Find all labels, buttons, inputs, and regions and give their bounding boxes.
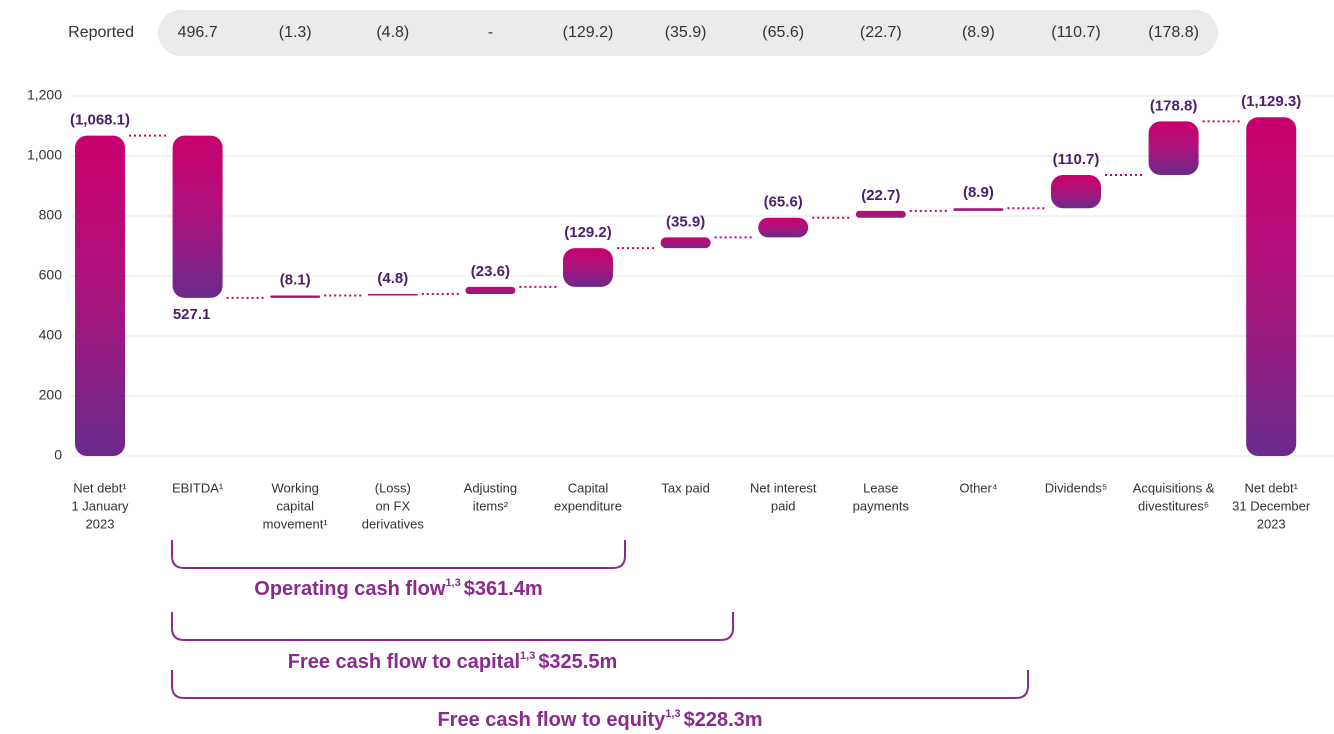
x-tick-label: derivatives bbox=[362, 516, 425, 531]
bracket bbox=[171, 540, 626, 569]
x-tick-label: Lease bbox=[863, 480, 898, 495]
x-tick-label: Net interest bbox=[750, 480, 817, 495]
reported-value: (8.9) bbox=[962, 24, 995, 41]
y-tick-label: 200 bbox=[39, 387, 63, 403]
bar bbox=[1051, 175, 1101, 209]
reported-value: (35.9) bbox=[665, 24, 707, 41]
reported-value: (4.8) bbox=[376, 24, 409, 41]
bar bbox=[75, 135, 125, 456]
bar bbox=[660, 237, 711, 249]
x-tick-label: Net debt¹ bbox=[73, 480, 127, 495]
x-tick-label: paid bbox=[771, 498, 796, 513]
x-tick-label: movement¹ bbox=[263, 516, 329, 531]
bracket-sup: 1,3 bbox=[445, 577, 460, 589]
reported-value: (110.7) bbox=[1051, 24, 1101, 41]
bracket-label: Operating cash flow1,3 $361.4m bbox=[254, 577, 542, 600]
x-tick-label: Dividends⁵ bbox=[1045, 480, 1107, 495]
bracket-amount: $325.5m bbox=[538, 651, 617, 673]
bracket bbox=[171, 612, 734, 641]
value-label: (23.6) bbox=[471, 263, 510, 280]
value-label: (22.7) bbox=[861, 187, 900, 204]
value-label: (65.6) bbox=[764, 194, 803, 211]
bar bbox=[1246, 117, 1297, 457]
value-label: (110.7) bbox=[1053, 151, 1100, 168]
x-tick-label: Working bbox=[271, 480, 318, 495]
bar bbox=[270, 295, 321, 298]
x-tick-label: Net debt¹ bbox=[1244, 480, 1298, 495]
bracket-sup: 1,3 bbox=[520, 650, 535, 662]
bar bbox=[1148, 121, 1199, 176]
x-tick-label: Adjusting bbox=[464, 480, 517, 495]
y-tick-label: 600 bbox=[39, 267, 63, 283]
x-tick-label: 31 December bbox=[1232, 498, 1311, 513]
x-tick-label: expenditure bbox=[554, 498, 622, 513]
reported-value: (65.6) bbox=[762, 24, 804, 41]
bar bbox=[855, 210, 906, 218]
reported-value: (1.3) bbox=[279, 24, 312, 41]
bar bbox=[758, 217, 809, 238]
bracket-amount: $228.3m bbox=[684, 709, 763, 731]
x-tick-label: on FX bbox=[375, 498, 410, 513]
value-label: (4.8) bbox=[377, 270, 408, 287]
bracket-text: Free cash flow to capital bbox=[288, 651, 520, 673]
bar bbox=[172, 135, 223, 298]
reported-label: Reported bbox=[68, 24, 134, 41]
value-label: (1,068.1) bbox=[70, 112, 130, 129]
x-tick-label: 1 January bbox=[71, 498, 129, 513]
reported-value: (129.2) bbox=[563, 24, 614, 41]
bar bbox=[367, 294, 418, 296]
value-label: (8.9) bbox=[963, 184, 994, 201]
bar bbox=[465, 286, 516, 294]
y-tick-label: 1,200 bbox=[27, 87, 62, 103]
bracket-amount: $361.4m bbox=[464, 578, 543, 600]
value-label: (178.8) bbox=[1150, 97, 1198, 114]
y-tick-label: 0 bbox=[54, 447, 62, 463]
bracket-text: Free cash flow to equity bbox=[437, 709, 666, 731]
value-label: (1,129.3) bbox=[1241, 93, 1301, 110]
reported-strip bbox=[158, 10, 1218, 56]
reported-value: 496.7 bbox=[178, 24, 218, 41]
x-tick-label: divestitures⁶ bbox=[1138, 498, 1209, 513]
bracket-sup: 1,3 bbox=[665, 708, 680, 720]
x-tick-label: (Loss) bbox=[375, 480, 411, 495]
value-label: (35.9) bbox=[666, 213, 705, 230]
reported-value: (22.7) bbox=[860, 24, 902, 41]
value-label: (129.2) bbox=[564, 224, 612, 241]
x-tick-label: EBITDA¹ bbox=[172, 480, 224, 495]
bracket bbox=[171, 670, 1029, 699]
x-tick-label: Tax paid bbox=[661, 480, 709, 495]
y-tick-label: 400 bbox=[39, 327, 63, 343]
y-tick-label: 1,000 bbox=[27, 147, 62, 163]
x-tick-label: Capital bbox=[568, 480, 609, 495]
bracket-label: Free cash flow to capital1,3 $325.5m bbox=[288, 650, 618, 673]
bar bbox=[953, 208, 1004, 211]
x-tick-label: payments bbox=[853, 498, 910, 513]
y-tick-label: 800 bbox=[39, 207, 63, 223]
x-tick-label: Other⁴ bbox=[959, 480, 997, 495]
x-tick-label: capital bbox=[276, 498, 314, 513]
x-tick-label: 2023 bbox=[1257, 516, 1286, 531]
bracket-label: Free cash flow to equity1,3 $228.3m bbox=[437, 708, 762, 731]
reported-value: - bbox=[488, 24, 493, 41]
level-label: 527.1 bbox=[173, 306, 211, 323]
x-tick-label: 2023 bbox=[86, 516, 115, 531]
value-label: (8.1) bbox=[280, 271, 311, 288]
bracket-text: Operating cash flow bbox=[254, 578, 446, 600]
reported-value: (178.8) bbox=[1148, 24, 1199, 41]
bar bbox=[563, 248, 613, 287]
x-tick-label: items² bbox=[473, 498, 509, 513]
x-tick-label: Acquisitions & bbox=[1133, 480, 1215, 495]
